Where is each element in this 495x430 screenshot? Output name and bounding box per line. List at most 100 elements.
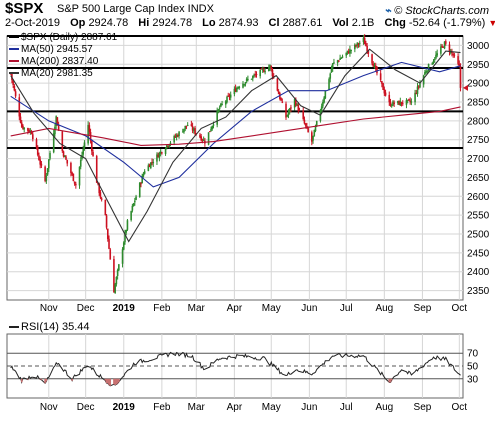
rsi-y-tick-label: 30	[467, 374, 479, 385]
candle-body	[23, 127, 26, 130]
candle-body	[303, 119, 306, 124]
candle-body	[244, 82, 247, 85]
open-label: Op	[70, 17, 86, 29]
candle-body	[277, 91, 280, 95]
candle-body	[87, 124, 89, 144]
candle-body	[340, 57, 343, 59]
candle-body	[216, 110, 218, 125]
candle-body	[313, 129, 316, 137]
candle-body	[199, 134, 201, 138]
candle-body	[148, 165, 151, 168]
candle-body	[238, 86, 241, 88]
candle-body	[324, 90, 327, 99]
candle-body	[424, 72, 426, 75]
legend-item-price: $SPX (Daily) 2887.61	[9, 32, 117, 44]
candle-body	[98, 183, 100, 194]
candle-body	[178, 131, 180, 137]
rsi-x-tick-label: 2019	[113, 402, 136, 413]
candle-body	[406, 99, 409, 101]
low-label: Lo	[202, 17, 216, 29]
candle-body	[221, 103, 223, 105]
y-tick-label: 2650	[467, 173, 490, 184]
candle-body	[217, 109, 220, 113]
candle-body	[57, 124, 60, 131]
candle-body	[247, 79, 249, 81]
candle-body	[228, 95, 231, 98]
x-tick-label: 2019	[113, 303, 136, 314]
candle-body	[276, 78, 279, 91]
candle-body	[106, 228, 109, 239]
candle-body	[89, 132, 92, 141]
candle-body	[296, 104, 298, 106]
x-tick-label: Apr	[227, 303, 243, 314]
candle-body	[73, 181, 76, 184]
candle-body	[415, 93, 418, 95]
candle-body	[441, 45, 443, 47]
candle-body	[270, 66, 273, 70]
rsi-y-tick-label: 50	[467, 362, 479, 373]
candle-body	[285, 103, 287, 118]
y-tick-label: 2450	[467, 248, 490, 259]
candle-body	[453, 54, 456, 56]
candle-body	[315, 121, 318, 126]
candle-body	[156, 154, 158, 162]
candle-body	[20, 122, 23, 127]
candle-body	[297, 104, 300, 111]
candle-body	[159, 151, 162, 154]
candle-body	[373, 65, 376, 68]
candle-body	[177, 135, 179, 137]
candle-body	[436, 53, 438, 56]
candle-body	[459, 66, 462, 88]
candle-body	[388, 94, 391, 103]
candle-body	[211, 125, 214, 129]
brand-watermark[interactable]: ⌁ © StockCharts.com	[384, 4, 489, 17]
candle-body	[263, 69, 265, 73]
candle-body	[233, 88, 236, 95]
candle-body	[19, 116, 22, 123]
candle-body	[254, 74, 257, 76]
ma-line-ma200	[10, 106, 461, 146]
price-legend: $SPX (Daily) 2887.61 MA(50) 2945.57 MA(2…	[9, 32, 117, 80]
candle-body	[243, 84, 246, 86]
candle-body	[18, 97, 21, 117]
candle-body	[218, 107, 221, 109]
candle-body	[384, 92, 387, 96]
candle-body	[363, 37, 366, 45]
legend-label: MA(200) 2837.40	[21, 56, 99, 67]
candle-body	[175, 135, 178, 138]
candle-body	[419, 83, 421, 88]
candle-body	[382, 83, 384, 90]
candle-body	[167, 146, 169, 148]
candle-body	[253, 74, 255, 76]
change-value: -52.64 (-1.79%)	[408, 17, 486, 29]
candle-body	[431, 63, 434, 65]
x-tick-label: Nov	[40, 303, 58, 314]
candle-body	[322, 102, 324, 107]
candle-body	[269, 64, 271, 68]
legend-item-ma50: MA(50) 2945.57	[9, 44, 117, 56]
candle-body	[151, 162, 153, 164]
volume-value: 2.1B	[351, 17, 375, 29]
candle-body	[357, 43, 360, 45]
candle-body	[54, 126, 56, 135]
candle-body	[346, 50, 349, 53]
candle-body	[113, 259, 115, 293]
candle-body	[152, 162, 155, 164]
candle-body	[27, 128, 29, 131]
candle-body	[356, 42, 359, 46]
candle-body	[140, 183, 142, 185]
candle-body	[100, 198, 103, 200]
candle-body	[286, 115, 289, 117]
candle-body	[75, 183, 77, 186]
rsi-x-tick-label: Sep	[414, 402, 432, 413]
candle-body	[298, 110, 301, 112]
candle-body	[104, 199, 107, 215]
y-tick-label: 2400	[467, 267, 490, 278]
candle-body	[349, 49, 351, 54]
candle-body	[371, 54, 373, 64]
candle-body	[132, 203, 135, 207]
candle-body	[259, 69, 261, 77]
ma-line-ma50	[10, 61, 461, 188]
candle-body	[161, 152, 163, 154]
